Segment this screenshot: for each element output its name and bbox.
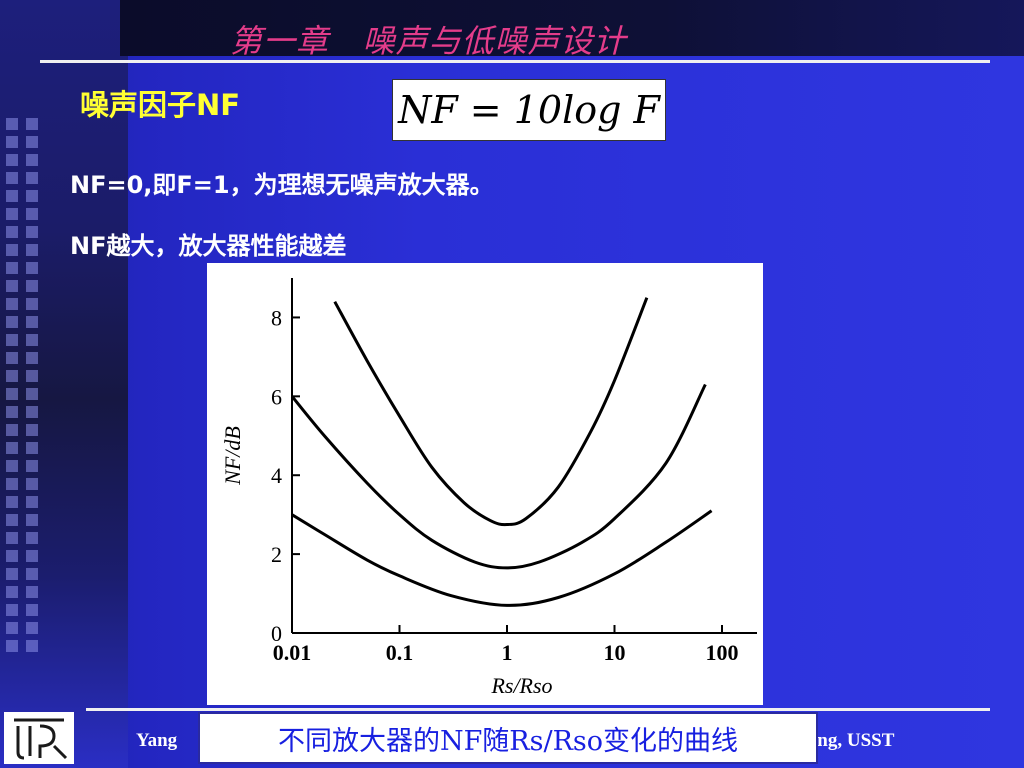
slide-title: 第一章 噪声与低噪声设计 [230,22,627,60]
decor-square [26,568,38,580]
decor-square [26,442,38,454]
decor-square [26,136,38,148]
decor-square [6,424,18,436]
chart-caption: 不同放大器的NF随Rs/Rso变化的曲线 [198,712,818,764]
decor-square [6,604,18,616]
decor-square [26,190,38,202]
formula-box: NF = 10log F [392,79,666,141]
decor-square [26,208,38,220]
decor-square [26,172,38,184]
nf-chart-svg: 0 2 4 6 8 0.01 0.1 1 10 100 NF/dB Rs/Rso [220,278,757,698]
decor-square [6,118,18,130]
decor-square [26,604,38,616]
decor-square [26,262,38,274]
decor-square [6,172,18,184]
y-axis-label: NF/dB [220,426,245,486]
decor-square [26,514,38,526]
top-rule [40,60,990,63]
decor-square [26,532,38,544]
decor-square [6,496,18,508]
decor-square [6,532,18,544]
decor-square [26,640,38,652]
decor-square [26,550,38,562]
decor-square [26,406,38,418]
university-logo [4,712,74,764]
y-tick-label: 0 [271,621,282,646]
y-tick-label: 4 [271,463,282,488]
y-tick-label: 6 [271,384,282,409]
decor-square [26,118,38,130]
decor-square [26,478,38,490]
decor-square [26,370,38,382]
decor-square [6,586,18,598]
x-tick-label: 1 [502,640,513,665]
section-heading: 噪声因子NF [80,88,241,122]
decor-square [6,334,18,346]
footer-institution: ing, USST [812,730,895,751]
nf-chart: 0 2 4 6 8 0.01 0.1 1 10 100 NF/dB Rs/Rso [207,263,763,705]
title-bar-background [120,0,1024,56]
nf-curve-2 [290,383,707,570]
decor-square [6,208,18,220]
decor-square [6,514,18,526]
decor-square [6,640,18,652]
decor-square [6,478,18,490]
decor-square [26,496,38,508]
decor-square [6,460,18,472]
decor-square [6,352,18,364]
decor-square [26,154,38,166]
decor-square [6,568,18,580]
formula-text: NF = 10log F [398,88,660,132]
bullet-2: NF越大，放大器性能越差 [70,232,347,260]
decor-square [26,352,38,364]
left-decor-strip [0,0,128,768]
decor-square [26,334,38,346]
decor-square [6,622,18,634]
decor-square [26,424,38,436]
bottom-rule [86,708,990,711]
decor-square [26,460,38,472]
x-tick-label: 0.01 [273,640,312,665]
decor-square [6,370,18,382]
decor-square [26,244,38,256]
x-axis-label: Rs/Rso [490,673,552,698]
decor-square [6,262,18,274]
decor-square [6,244,18,256]
decor-squares [6,118,34,658]
nf-curve-1 [333,297,649,527]
footer-author: Yang [136,730,178,751]
decor-square [26,388,38,400]
logo-icon [14,718,68,760]
decor-square [6,406,18,418]
decor-square [6,154,18,166]
x-tick-label: 10 [604,640,626,665]
nf-curve-3 [291,509,713,607]
decor-square [26,316,38,328]
decor-square [6,190,18,202]
x-tick-label: 0.1 [386,640,414,665]
decor-squares-2 [26,118,38,658]
decor-square [6,550,18,562]
decor-square [26,622,38,634]
decor-square [26,586,38,598]
decor-square [6,442,18,454]
decor-square [6,316,18,328]
decor-square [6,298,18,310]
decor-square [6,136,18,148]
decor-square [26,280,38,292]
decor-square [6,388,18,400]
decor-square [6,226,18,238]
y-tick-label: 8 [271,305,282,330]
x-tick-label: 100 [706,640,739,665]
decor-square [26,298,38,310]
bullet-1: NF=0,即F=1，为理想无噪声放大器。 [70,171,494,199]
decor-square [6,280,18,292]
y-tick-label: 2 [271,542,282,567]
decor-square [26,226,38,238]
